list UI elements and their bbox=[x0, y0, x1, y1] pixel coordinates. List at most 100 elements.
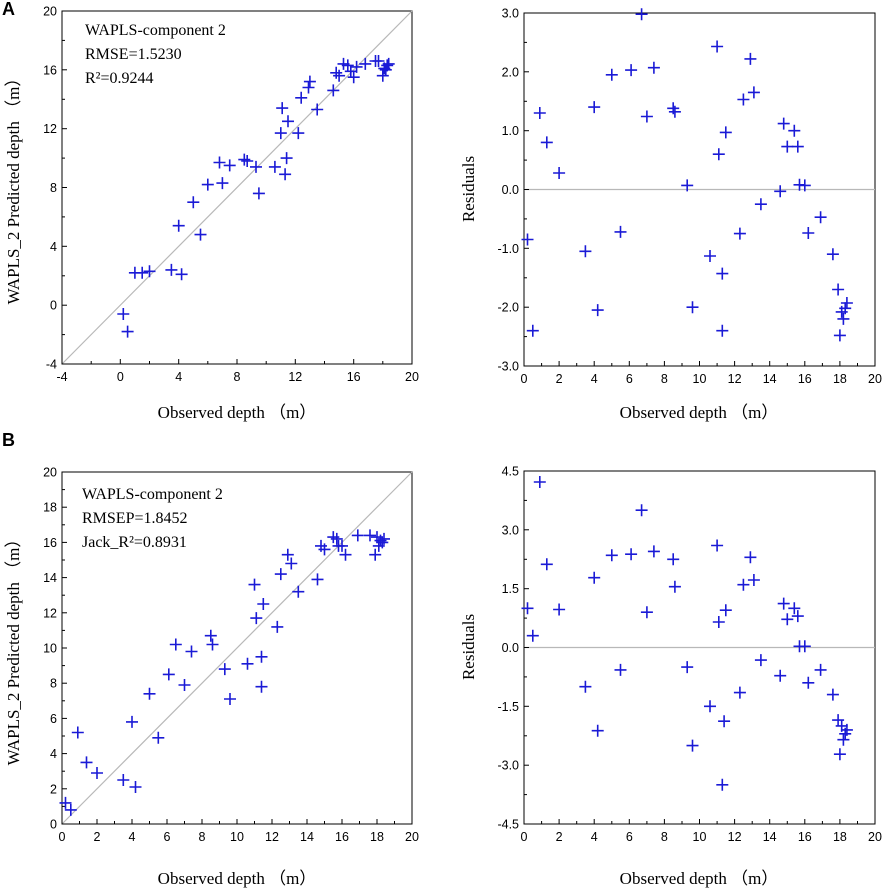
data-point-marker bbox=[369, 548, 382, 561]
x-tick-label: 2 bbox=[556, 372, 563, 386]
data-point-marker bbox=[117, 774, 130, 786]
x-tick-label: 6 bbox=[626, 830, 633, 844]
y-tick-label: 8 bbox=[50, 677, 57, 691]
y-tick-label: 0.0 bbox=[502, 641, 519, 655]
data-point-marker bbox=[216, 177, 229, 190]
y-tick-label: 4 bbox=[50, 747, 57, 761]
data-point-marker bbox=[381, 59, 394, 72]
data-point-marker bbox=[165, 263, 178, 276]
axis-ticks: 0 2 4 6 8 10 12 14 16 18 20 -4.5 -3.0 -1.5 0.0 1.5 3.0 4.… bbox=[497, 465, 882, 845]
data-point-marker bbox=[668, 105, 681, 118]
x-tick-label: 16 bbox=[335, 830, 349, 844]
y-tick-label: 0.0 bbox=[502, 183, 519, 197]
data-point-marker bbox=[744, 52, 757, 65]
data-point-marker bbox=[635, 504, 648, 517]
data-point-marker bbox=[553, 167, 566, 179]
y-tick-label: 12 bbox=[43, 122, 57, 136]
x-axis-label: Observed depth （m） bbox=[620, 403, 779, 422]
y-tick-label: 2 bbox=[50, 782, 57, 796]
data-point-marker bbox=[339, 548, 352, 561]
annotation-block: WAPLS-component 2 RMSEP=1.8452 Jack_R²=0… bbox=[82, 486, 223, 551]
data-point-marker bbox=[712, 616, 725, 628]
data-point-marker bbox=[330, 66, 343, 79]
data-point-marker bbox=[327, 84, 340, 97]
data-point-marker bbox=[255, 650, 268, 663]
data-point-marker bbox=[791, 610, 804, 623]
data-point-marker bbox=[686, 301, 699, 314]
y-tick-label: 1.0 bbox=[502, 124, 519, 138]
x-tick-label: 10 bbox=[230, 830, 244, 844]
annotation-r2: R²=0.9244 bbox=[85, 70, 154, 87]
y-tick-label: 12 bbox=[43, 606, 57, 620]
data-point-marker bbox=[252, 187, 265, 200]
data-point-marker bbox=[80, 756, 93, 769]
y-tick-label: 3.0 bbox=[502, 7, 519, 21]
x-axis-label: Observed depth （m） bbox=[620, 869, 779, 888]
annotation-block: WAPLS-component 2 RMSE=1.5230 R²=0.9244 bbox=[85, 22, 226, 87]
data-point-marker bbox=[218, 663, 231, 676]
annotation-rmse: RMSE=1.5230 bbox=[85, 46, 182, 63]
data-point-marker bbox=[187, 196, 200, 209]
data-point-marker bbox=[376, 69, 389, 82]
data-point-marker bbox=[826, 248, 839, 261]
data-points bbox=[521, 8, 853, 342]
y-tick-label: 20 bbox=[43, 466, 57, 480]
x-tick-label: 20 bbox=[868, 830, 882, 844]
axis-ticks: -4 0 4 8 12 16 20 -4 0 4 8 12 16 20 bbox=[43, 5, 419, 385]
data-points bbox=[521, 476, 853, 791]
data-point-marker bbox=[839, 302, 852, 315]
data-point-marker bbox=[716, 267, 729, 280]
y-tick-label: 20 bbox=[43, 5, 57, 19]
data-point-marker bbox=[521, 233, 534, 246]
data-point-marker bbox=[292, 585, 305, 598]
annotation-model: WAPLS-component 2 bbox=[82, 486, 223, 503]
y-tick-label: -3.0 bbox=[497, 360, 519, 374]
data-point-marker bbox=[178, 679, 191, 691]
data-point-marker bbox=[248, 578, 261, 591]
data-point-marker bbox=[553, 603, 566, 616]
x-tick-label: 4 bbox=[175, 370, 182, 384]
data-point-marker bbox=[172, 219, 185, 232]
data-point-marker bbox=[526, 324, 539, 337]
y-tick-label: 14 bbox=[43, 571, 57, 585]
x-tick-label: 18 bbox=[833, 372, 847, 386]
data-point-marker bbox=[625, 64, 638, 77]
data-point-marker bbox=[747, 86, 760, 99]
data-point-marker bbox=[223, 159, 236, 172]
panel-label-b: B bbox=[2, 430, 15, 450]
data-point-marker bbox=[333, 69, 346, 82]
chart-b-right: 0 2 4 6 8 10 12 14 16 18 20 -4.5 -3.0 -1.5 0.0 1.5 3.0 4.… bbox=[459, 465, 882, 889]
data-point-marker bbox=[274, 568, 287, 581]
data-point-marker bbox=[833, 748, 846, 761]
x-tick-label: 16 bbox=[347, 370, 361, 384]
data-point-marker bbox=[257, 598, 270, 610]
data-point-marker bbox=[781, 140, 794, 153]
data-point-marker bbox=[268, 160, 281, 173]
data-point-marker bbox=[588, 101, 601, 114]
data-point-marker bbox=[311, 103, 324, 116]
data-point-marker bbox=[143, 265, 156, 278]
x-tick-label: 6 bbox=[626, 372, 633, 386]
y-tick-label: 18 bbox=[43, 501, 57, 515]
data-point-marker bbox=[255, 680, 268, 693]
data-point-marker bbox=[117, 308, 130, 320]
x-tick-label: 0 bbox=[521, 830, 528, 844]
y-tick-label: 8 bbox=[50, 181, 57, 195]
annotation-rmsep: RMSEP=1.8452 bbox=[82, 510, 188, 527]
data-point-marker bbox=[704, 250, 716, 262]
data-point-marker bbox=[814, 663, 827, 676]
data-point-marker bbox=[579, 245, 592, 258]
x-axis-label: Observed depth （m） bbox=[158, 869, 317, 888]
data-point-marker bbox=[681, 661, 694, 674]
data-point-marker bbox=[798, 640, 811, 653]
x-tick-label: 0 bbox=[59, 830, 66, 844]
data-point-marker bbox=[605, 68, 618, 81]
data-point-marker bbox=[295, 91, 308, 104]
data-point-marker bbox=[152, 731, 165, 744]
data-point-marker bbox=[169, 638, 182, 651]
data-point-marker bbox=[241, 155, 254, 167]
data-point-marker bbox=[302, 81, 315, 94]
y-tick-label: 0 bbox=[50, 299, 57, 313]
data-point-marker bbox=[540, 136, 553, 149]
data-point-marker bbox=[711, 40, 724, 53]
